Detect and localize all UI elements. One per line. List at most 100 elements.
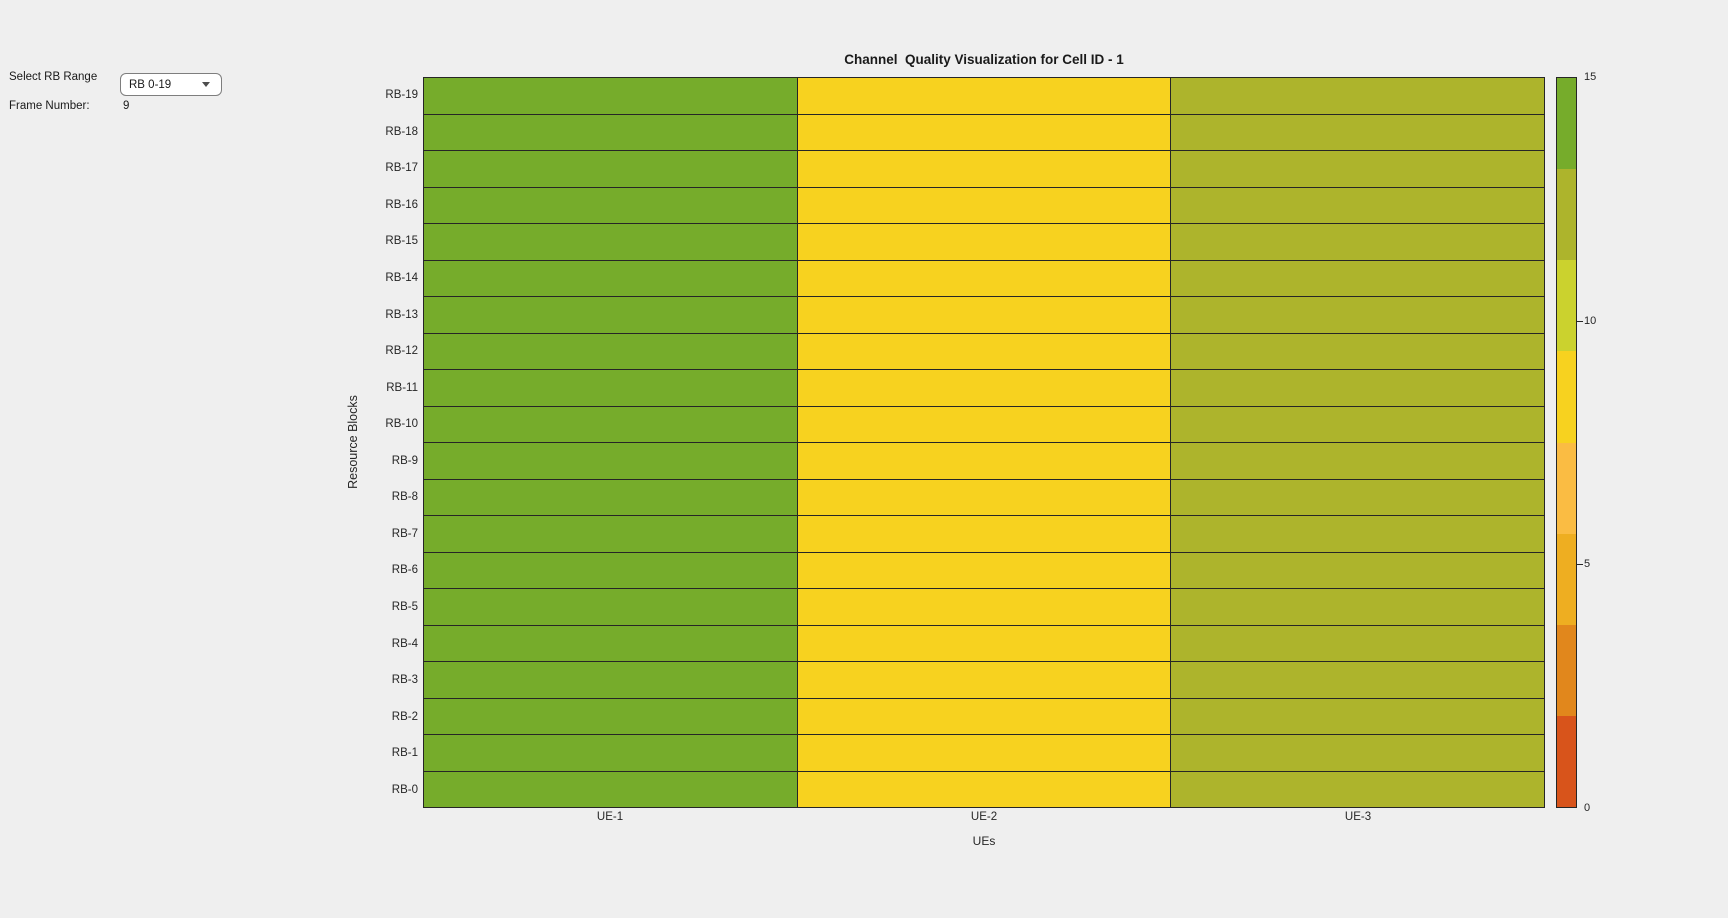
- heatmap-cell: [797, 260, 1171, 296]
- colorbar-band: [1557, 715, 1576, 807]
- heatmap-cell: [797, 187, 1171, 223]
- heatmap-cell: [1171, 698, 1544, 734]
- y-axis-tick-label: RB-5: [391, 600, 418, 613]
- heatmap-cell: [424, 443, 797, 479]
- heatmap-cell: [424, 151, 797, 187]
- y-axis-tick-labels: RB-19 RB-18 RB-17 RB-16 RB-15 RB-14 RB-13 RB-12…: [300, 77, 418, 808]
- colorbar-tick-label: 10: [1584, 314, 1597, 327]
- y-axis-tick-label: RB-3: [391, 674, 418, 687]
- y-axis-tick-label: RB-14: [385, 272, 418, 285]
- heatmap: [423, 77, 1545, 808]
- rb-range-dropdown[interactable]: RB 0-19: [120, 73, 222, 96]
- colorbar-tick-label: 5: [1584, 558, 1591, 571]
- x-axis-title: UEs: [972, 834, 996, 848]
- y-axis-tick-label: RB-0: [391, 783, 418, 796]
- heatmap-cell: [797, 151, 1171, 187]
- heatmap-cell: [424, 662, 797, 698]
- y-axis-tick-label: RB-9: [391, 454, 418, 467]
- chevron-down-icon: [202, 82, 210, 87]
- rb-range-dropdown-value: RB 0-19: [129, 78, 172, 91]
- frame-number-label: Frame Number:: [9, 100, 90, 112]
- heatmap-cell: [424, 187, 797, 223]
- heatmap-cell: [797, 771, 1171, 807]
- x-axis-tick-labels: UE-1 UE-2 UE-3: [423, 811, 1545, 823]
- colorbar-tick: [1577, 564, 1583, 566]
- heatmap-cell: [1171, 771, 1544, 807]
- heatmap-cell: [797, 735, 1171, 771]
- heatmap-cell: [1171, 260, 1544, 296]
- heatmap-cell: [797, 479, 1171, 515]
- colorbar-band: [1557, 260, 1576, 352]
- colorbar-band: [1557, 442, 1576, 534]
- colorbar-band: [1557, 351, 1576, 443]
- heatmap-cell: [797, 114, 1171, 150]
- heatmap-cell: [1171, 370, 1544, 406]
- x-axis-tick-label: UE-1: [596, 811, 624, 823]
- colorbar-band: [1557, 169, 1576, 261]
- heatmap-cell: [424, 698, 797, 734]
- y-axis-tick-label: RB-10: [385, 418, 418, 431]
- frame-number-value: 9: [123, 100, 130, 112]
- y-axis-tick-label: RB-19: [385, 89, 418, 102]
- y-axis-tick-label: RB-2: [391, 710, 418, 723]
- heatmap-cell: [1171, 735, 1544, 771]
- y-axis-tick-label: RB-15: [385, 235, 418, 248]
- heatmap-cell: [424, 552, 797, 588]
- y-axis-tick-label: RB-1: [391, 747, 418, 760]
- heatmap-cell: [1171, 552, 1544, 588]
- heatmap-cell: [1171, 187, 1544, 223]
- y-axis-tick-label: RB-4: [391, 637, 418, 650]
- y-axis-tick-label: RB-6: [391, 564, 418, 577]
- x-axis-tick-label: UE-3: [1344, 811, 1372, 823]
- colorbar-band: [1557, 533, 1576, 625]
- chart-title: Channel Quality Visualization for Cell I…: [844, 52, 1124, 67]
- heatmap-cell: [424, 479, 797, 515]
- x-axis-tick-label: UE-2: [970, 811, 998, 823]
- heatmap-cell: [1171, 589, 1544, 625]
- heatmap-cell: [1171, 406, 1544, 442]
- colorbar-tick-label: 15: [1584, 71, 1597, 83]
- y-axis-tick-label: RB-17: [385, 162, 418, 175]
- y-axis-tick-label: RB-13: [385, 308, 418, 321]
- heatmap-cell: [797, 78, 1171, 114]
- heatmap-cell: [797, 443, 1171, 479]
- y-axis-tick-label: RB-18: [385, 125, 418, 138]
- heatmap-cell: [1171, 114, 1544, 150]
- y-axis-tick-label: RB-7: [391, 527, 418, 540]
- heatmap-cell: [1171, 224, 1544, 260]
- colorbar-band: [1557, 624, 1576, 716]
- y-axis-title: Resource Blocks: [346, 395, 360, 489]
- heatmap-cell: [797, 625, 1171, 661]
- heatmap-cell: [424, 370, 797, 406]
- colorbar-tick: [1577, 320, 1583, 322]
- heatmap-cell: [424, 114, 797, 150]
- y-axis-tick-label: RB-16: [385, 198, 418, 211]
- heatmap-cell: [424, 735, 797, 771]
- y-axis-tick-label: RB-11: [386, 381, 418, 394]
- y-axis-tick-label: RB-8: [391, 491, 418, 504]
- heatmap-cell: [797, 370, 1171, 406]
- heatmap-cell: [1171, 333, 1544, 369]
- colorbar-band: [1557, 78, 1576, 170]
- colorbar: [1556, 77, 1577, 808]
- heatmap-cell: [424, 516, 797, 552]
- heatmap-cell: [424, 78, 797, 114]
- heatmap-cell: [424, 260, 797, 296]
- heatmap-cell: [424, 333, 797, 369]
- heatmap-cell: [424, 589, 797, 625]
- heatmap-cell: [1171, 662, 1544, 698]
- heatmap-cell: [424, 297, 797, 333]
- heatmap-cell: [797, 333, 1171, 369]
- heatmap-cell: [797, 589, 1171, 625]
- heatmap-cell: [1171, 625, 1544, 661]
- heatmap-cell: [797, 516, 1171, 552]
- heatmap-cell: [797, 662, 1171, 698]
- heatmap-cell: [424, 771, 797, 807]
- heatmap-cell: [424, 406, 797, 442]
- heatmap-cell: [424, 625, 797, 661]
- heatmap-cell: [797, 698, 1171, 734]
- heatmap-cell: [797, 552, 1171, 588]
- y-axis-tick-label: RB-12: [385, 345, 418, 358]
- heatmap-cell: [1171, 297, 1544, 333]
- heatmap-cell: [797, 406, 1171, 442]
